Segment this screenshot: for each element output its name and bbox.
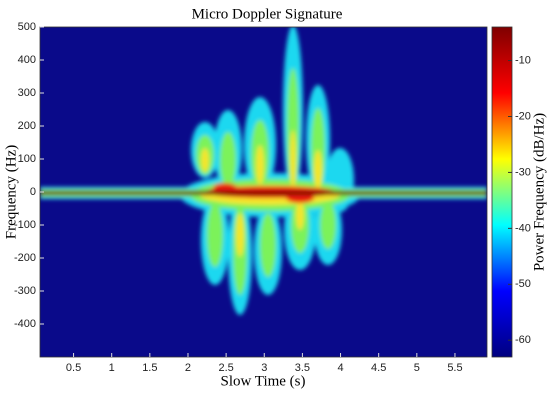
y-tick-label: 0 — [30, 186, 36, 198]
colorbar-tick-label: -60 — [515, 334, 531, 346]
x-tick-label: 1.5 — [142, 362, 157, 374]
y-tick-label: -400 — [14, 318, 36, 330]
colorbar-tick-label: -50 — [515, 278, 531, 290]
colorbar-tick-label: -40 — [515, 222, 531, 234]
x-axis-label: Slow Time (s) — [220, 373, 305, 389]
x-tick-label: 3 — [261, 362, 267, 374]
x-tick-label: 2.5 — [218, 362, 233, 374]
y-tick-label: -300 — [14, 285, 36, 297]
x-tick-label: 5 — [414, 362, 420, 374]
y-axis-label: Frequency (Hz) — [3, 145, 19, 240]
x-tick-label: 5.5 — [447, 362, 462, 374]
y-tick-label: -200 — [14, 252, 36, 264]
chart-title: Micro Doppler Signature — [192, 6, 343, 22]
y-tick-label: 300 — [18, 87, 36, 99]
y-tick-label: 500 — [18, 21, 36, 33]
y-tick-label: 400 — [18, 54, 36, 66]
colorbar-label: Power Frequency (dB/Hz) — [531, 113, 547, 271]
x-tick-label: 1 — [109, 362, 115, 374]
x-tick-label: 0.5 — [66, 362, 81, 374]
y-tick-label: 100 — [18, 153, 36, 165]
x-tick-label: 2 — [185, 362, 191, 374]
colorbar-tick-label: -30 — [515, 166, 531, 178]
x-tick-label: 4 — [337, 362, 343, 374]
spectrogram-image — [40, 27, 487, 315]
x-tick-label: 4.5 — [371, 362, 386, 374]
colorbar-tick-label: -10 — [515, 54, 531, 66]
y-tick-label: 200 — [18, 120, 36, 132]
colorbar — [491, 26, 513, 358]
x-tick-label: 3.5 — [295, 362, 310, 374]
y-tick-label: -100 — [14, 219, 36, 231]
colorbar-tick-label: -20 — [515, 110, 531, 122]
title-box — [177, 4, 357, 26]
